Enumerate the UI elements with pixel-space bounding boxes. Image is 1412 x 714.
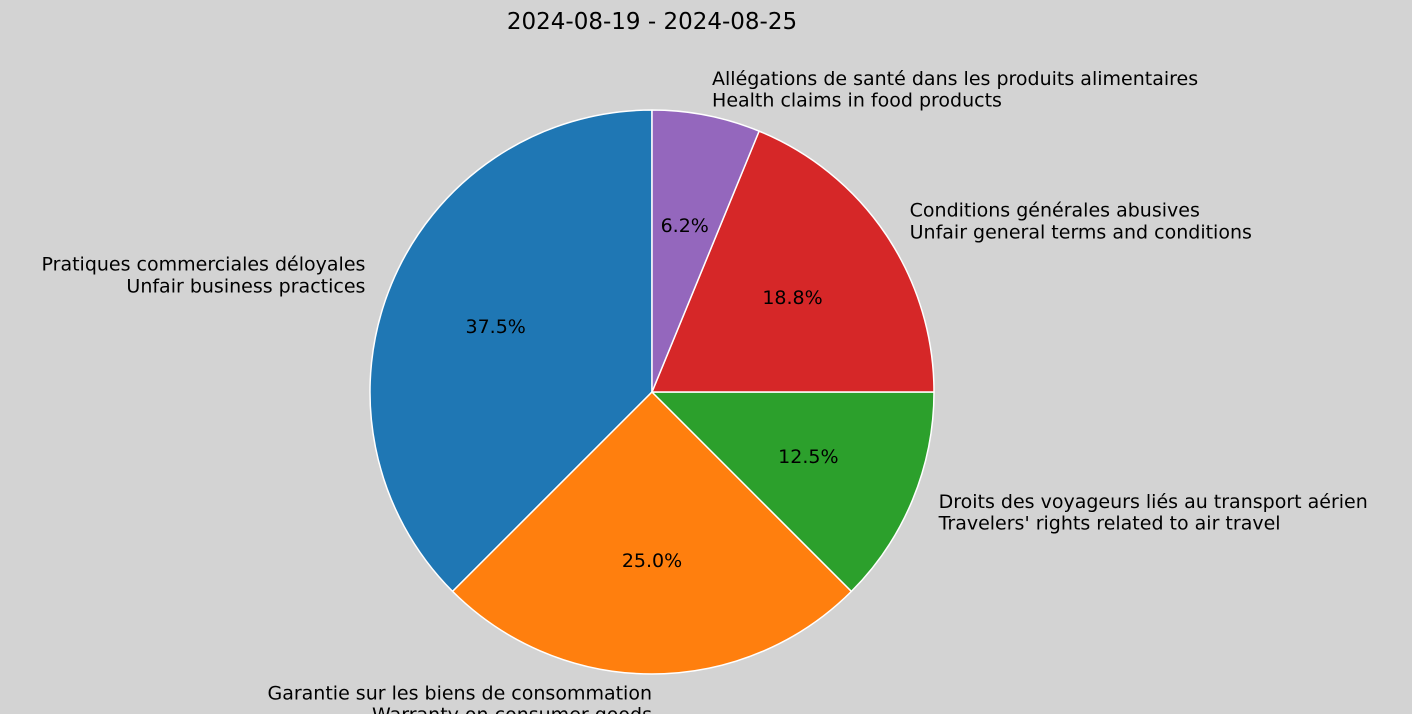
pie-wedges [369,109,935,675]
pie-slice-warranty-on-consumer-goods [451,391,853,675]
pie-category-label-en: Travelers' rights related to air travel [938,513,1281,535]
pie-category-label-fr: Droits des voyageurs liés au transport a… [939,491,1368,513]
pie-category-labels: Pratiques commerciales déloyales Unfair b… [42,68,1368,714]
pie-percent-label: 6.2% [661,215,709,237]
pie-category-label: Pratiques commerciales déloyales Unfair b… [42,253,366,297]
pie-slice-travelers-rights-related-to-air-travel [651,391,935,593]
pie-percent-label: 25.0% [622,550,682,572]
pie-slice-health-claims-in-food-products [651,109,760,393]
pie-category-label-fr: Conditions générales abusives [910,199,1200,221]
pie-slice-unfair-general-terms-and-conditions [651,130,935,393]
pie-percent-label: 18.8% [762,287,822,309]
pie-category-label: Droits des voyageurs liés au transport a… [938,491,1368,535]
pie-category-label: Garantie sur les biens de consommationWa… [267,682,652,714]
pie-percent-labels: 37.5% 25.0% 12.5% 18.8% 6.2% [465,215,838,572]
pie-category-label-fr: Garantie sur les biens de consommation [267,682,652,704]
pie-category-label-en: Health claims in food products [712,90,1002,112]
pie-category-label: Conditions générales abusives Unfair gene… [910,199,1252,243]
pie-percent-label: 37.5% [465,316,525,338]
pie-category-label-en: Warranty on consumer goods [372,704,652,714]
pie-category-label-en: Unfair business practices [126,275,365,297]
pie-percent-label: 12.5% [778,446,838,468]
pie-category-label-fr: Pratiques commerciales déloyales [42,253,366,275]
pie-category-label-fr: Allégations de santé dans les produits a… [712,68,1198,90]
pie-category-label: Allégations de santé dans les produits a… [712,68,1198,112]
pie-category-label-en: Unfair general terms and conditions [910,221,1252,243]
pie-slice-unfair-business-practices [369,109,653,593]
chart-title: 2024-08-19 - 2024-08-25 [507,9,797,35]
